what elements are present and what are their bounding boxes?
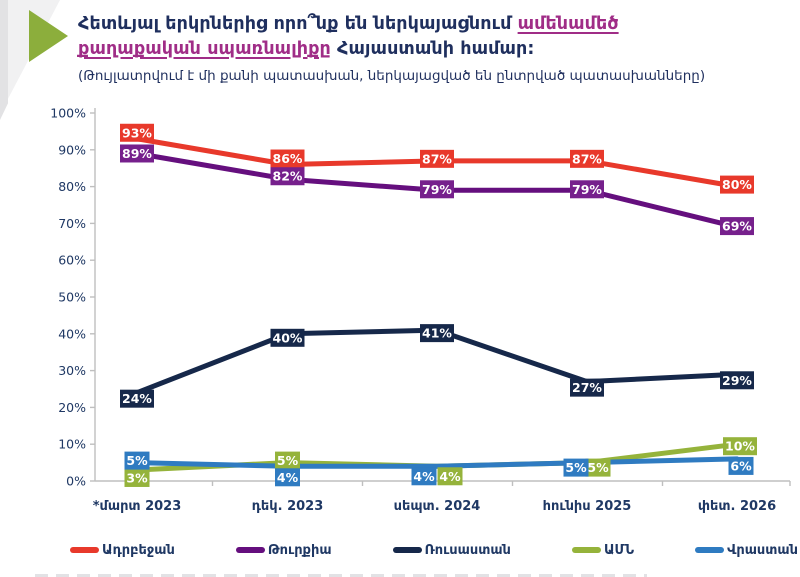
data-label-box xyxy=(437,467,463,486)
y-axis-label: 50% xyxy=(58,290,86,305)
legend-item-Ադրբեջան: Ադրբեջան xyxy=(70,543,175,558)
legend-item-Ռուսաստան: Ռուսաստան xyxy=(392,542,511,558)
data-label-box xyxy=(120,144,154,163)
page-subtitle: (Թույլատրվում է մի քանի պատասխան, ներկայ… xyxy=(78,68,706,84)
data-label-box xyxy=(124,451,150,470)
y-axis-label: 20% xyxy=(58,400,86,415)
data-label: 69% xyxy=(722,219,752,234)
green-arrow-icon xyxy=(29,10,68,62)
data-label: 5% xyxy=(126,453,148,468)
data-label: 87% xyxy=(572,151,602,166)
data-label: 89% xyxy=(122,146,152,161)
data-label-box xyxy=(563,458,589,477)
data-label-box xyxy=(585,458,611,477)
data-label: 87% xyxy=(422,151,452,166)
x-axis-label: սեպտ. 2024 xyxy=(394,499,481,514)
data-label-box xyxy=(728,456,754,475)
data-label-box xyxy=(723,437,757,456)
legend-item-Վրաստան: Վրաստան xyxy=(695,543,798,558)
data-label-box xyxy=(720,371,754,390)
x-axis-label: հունիս 2025 xyxy=(543,499,632,514)
legend-label: Թուրքիա xyxy=(267,542,332,558)
y-axis-label: 0% xyxy=(66,474,86,489)
data-label-box xyxy=(720,217,754,236)
legend-marker-icon xyxy=(392,547,422,553)
page-title: Հետևյալ երկրներից որո՞նք են ներկայացնում… xyxy=(78,12,778,62)
legend-item-Թուրքիա: Թուրքիա xyxy=(235,542,332,558)
chart-legend: Ադրբեջան Թուրքիա Ռուսաստան ԱՄՆ Վրաստան xyxy=(70,541,798,559)
data-label: 5% xyxy=(565,460,587,475)
data-label-box xyxy=(270,167,305,186)
data-label: 79% xyxy=(572,182,602,197)
x-axis-label: *մարտ 2023 xyxy=(93,499,182,514)
data-label: 93% xyxy=(122,125,152,140)
title-highlight: քաղաքական սպառնալիքը xyxy=(78,39,331,59)
data-label: 4% xyxy=(277,470,299,485)
header: Հետևյալ երկրներից որո՞նք են ներկայացնում… xyxy=(78,12,778,84)
legend-label: ԱՄՆ xyxy=(603,542,634,558)
data-label: 80% xyxy=(722,177,752,192)
legend-marker-icon xyxy=(235,547,265,553)
data-label-box xyxy=(420,324,454,343)
legend-label: Ռուսաստան xyxy=(424,542,511,558)
data-label: 40% xyxy=(273,330,303,345)
data-label: 10% xyxy=(725,439,755,454)
data-label-box xyxy=(120,123,154,142)
data-label: 41% xyxy=(422,326,452,341)
data-label: 5% xyxy=(587,460,609,475)
data-label: 3% xyxy=(126,470,148,485)
legend-marker-icon xyxy=(70,547,99,553)
data-label-box xyxy=(275,451,300,470)
data-label: 6% xyxy=(730,458,752,473)
data-label-box xyxy=(720,175,754,194)
x-axis-label: դեկ. 2023 xyxy=(252,499,324,514)
y-axis-label: 10% xyxy=(58,437,86,452)
legend-item-ԱՄՆ: ԱՄՆ xyxy=(571,542,634,558)
data-label-box xyxy=(275,468,300,487)
data-label-box xyxy=(411,467,437,486)
footnote-cutoff xyxy=(35,574,647,577)
data-label: 4% xyxy=(413,469,435,484)
legend-marker-icon xyxy=(695,547,725,553)
data-label-box xyxy=(120,389,154,408)
series-line-Վրաստան xyxy=(134,456,740,469)
data-label: 29% xyxy=(722,373,752,388)
y-axis-label: 90% xyxy=(58,142,86,157)
legend-marker-icon xyxy=(571,547,601,553)
y-axis-label: 60% xyxy=(58,253,86,268)
title-highlight: ամենամեծ xyxy=(517,14,619,34)
x-axis-label: փետ. 2026 xyxy=(698,499,776,514)
data-label-box xyxy=(570,378,604,397)
corner-strip-decoration xyxy=(0,0,8,120)
data-label-box xyxy=(124,468,150,487)
legend-label: Վրաստան xyxy=(727,542,798,558)
y-axis-label: 80% xyxy=(58,179,86,194)
data-label: 4% xyxy=(439,469,461,484)
title-text: Հայաստանի համար: xyxy=(330,39,535,59)
data-label: 24% xyxy=(122,391,152,406)
data-label: 79% xyxy=(422,182,452,197)
data-label: 5% xyxy=(277,453,299,468)
data-label: 86% xyxy=(273,151,303,166)
data-label: 82% xyxy=(273,169,303,184)
y-axis-label: 70% xyxy=(58,216,86,231)
y-axis-label: 40% xyxy=(58,326,86,341)
data-label-box xyxy=(570,180,604,199)
data-label: 27% xyxy=(572,380,602,395)
data-label-box xyxy=(570,149,604,168)
title-text: Հետևյալ երկրներից որո՞նք են ներկայացնում xyxy=(78,14,518,34)
data-label-box xyxy=(420,149,454,168)
legend-label: Ադրբեջան xyxy=(102,542,175,558)
data-label-box xyxy=(270,149,305,168)
data-label-box xyxy=(270,328,305,347)
y-axis-label: 30% xyxy=(58,363,86,378)
y-axis-label: 100% xyxy=(50,106,86,121)
data-label-box xyxy=(420,180,454,199)
